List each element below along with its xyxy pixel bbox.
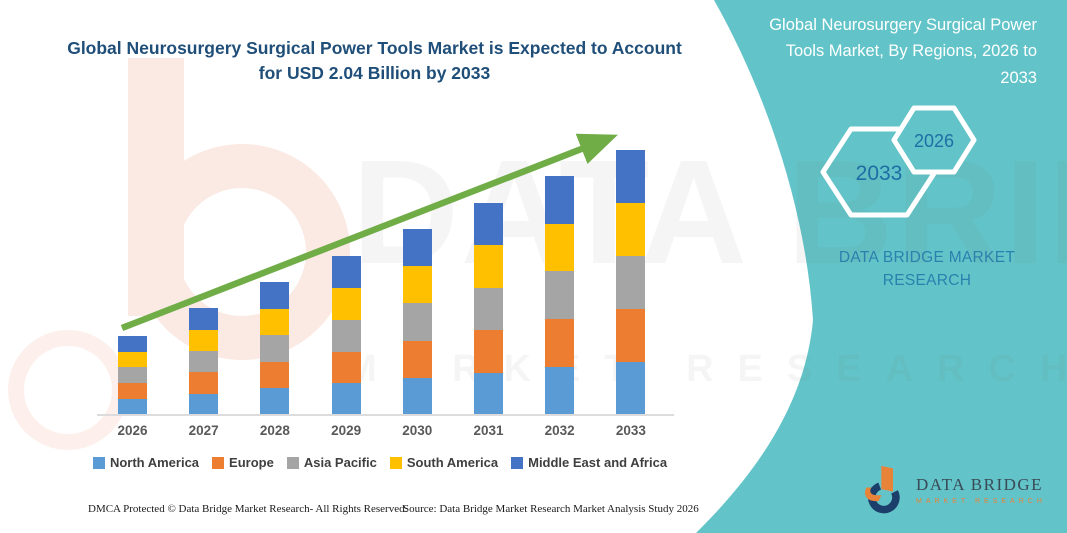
- legend-label: North America: [109, 455, 200, 470]
- legend-label: Middle East and Africa: [528, 455, 668, 470]
- segment-north-america: [189, 393, 219, 415]
- footer-dmca-text: DMCA Protected © Data Bridge Market Rese…: [88, 503, 408, 515]
- x-axis-label-2031: 2031: [473, 423, 504, 438]
- hexagon-2033-label: 2033: [856, 162, 903, 185]
- segment-europe: [331, 351, 361, 384]
- legend-item-europe: Europe: [212, 455, 274, 470]
- segment-asia-pacific: [331, 319, 361, 352]
- hexagon-year-badges: 2033 2026: [820, 105, 977, 218]
- segment-south-america: [545, 223, 575, 272]
- segment-north-america: [331, 383, 361, 415]
- logo-b-watermark: [8, 58, 350, 450]
- bar-2026: [118, 335, 147, 415]
- segment-asia-pacific: [474, 287, 503, 331]
- bar-2031: [474, 203, 503, 415]
- x-axis-label-2029: 2029: [331, 423, 362, 438]
- logo-tagline-text: MARKET RESEARCH: [916, 498, 1046, 505]
- bar-2027: [189, 308, 219, 415]
- x-axis-label-2028: 2028: [259, 423, 290, 438]
- side-panel-title: Global Neurosurgery Surgical Power Tools…: [769, 16, 1037, 87]
- segment-north-america: [545, 367, 575, 415]
- segment-europe: [189, 372, 219, 394]
- legend-item-middle-east-and-africa: Middle East and Africa: [511, 455, 667, 470]
- x-axis-label-2030: 2030: [402, 423, 433, 438]
- segment-asia-pacific: [616, 255, 646, 309]
- databridge-logo: DATA BRIDGE MARKET RESEARCH: [858, 464, 1046, 516]
- segment-north-america: [260, 388, 290, 415]
- segment-south-america: [331, 288, 361, 320]
- legend-swatch-icon: [286, 456, 299, 469]
- bar-2028: [260, 282, 290, 415]
- segment-europe: [402, 340, 432, 378]
- segment-europe: [474, 330, 503, 373]
- bar-2033: [616, 149, 646, 415]
- segment-europe: [545, 319, 575, 368]
- segment-south-america: [189, 329, 219, 352]
- legend-item-south-america: South America: [389, 455, 499, 470]
- segment-middle-east-and-africa: [545, 175, 575, 224]
- legend-swatch-icon: [511, 456, 524, 469]
- legend-swatch-icon: [92, 456, 105, 469]
- segment-south-america: [402, 266, 432, 304]
- segment-middle-east-and-africa: [474, 203, 503, 246]
- bar-2030: [402, 229, 432, 415]
- segment-middle-east-and-africa: [189, 308, 219, 330]
- chart-legend: North America Europe Asia Pacific South Ame…: [80, 455, 680, 470]
- segment-asia-pacific: [402, 303, 432, 341]
- segment-europe: [118, 383, 147, 400]
- x-axis-label-2027: 2027: [188, 423, 219, 438]
- legend-label: Asia Pacific: [303, 455, 377, 470]
- segment-middle-east-and-africa: [402, 229, 432, 267]
- x-axis-label-2026: 2026: [117, 423, 148, 438]
- segment-middle-east-and-africa: [118, 335, 147, 352]
- x-axis-label-2033: 2033: [615, 423, 646, 438]
- segment-asia-pacific: [545, 271, 575, 320]
- chart-title: Global Neurosurgery Surgical Power Tools…: [67, 38, 682, 84]
- bar-2032: [545, 175, 575, 415]
- legend-label: Europe: [229, 455, 274, 470]
- segment-north-america: [118, 399, 147, 415]
- segment-asia-pacific: [189, 351, 219, 373]
- legend-label: South America: [406, 455, 499, 470]
- segment-south-america: [616, 202, 646, 256]
- segment-north-america: [474, 372, 503, 415]
- bar-2029: [331, 256, 361, 415]
- segment-south-america: [474, 245, 503, 288]
- legend-swatch-icon: [389, 456, 402, 469]
- footer-source-text: Source: Data Bridge Market Research Mark…: [403, 503, 699, 515]
- x-axis-line: [97, 414, 674, 416]
- segment-north-america: [402, 377, 432, 415]
- segment-asia-pacific: [260, 335, 290, 362]
- segment-north-america: [616, 361, 646, 415]
- segment-south-america: [118, 351, 147, 368]
- hexagon-2026: [891, 105, 977, 175]
- legend-item-asia-pacific: Asia Pacific: [286, 455, 377, 470]
- segment-middle-east-and-africa: [331, 256, 361, 289]
- segment-south-america: [260, 308, 290, 336]
- databridge-logo-icon: [864, 465, 900, 514]
- side-panel-brand-text: DATA BRIDGE MARKET RESEARCH: [838, 249, 1016, 290]
- legend-item-north-america: North America: [92, 455, 200, 470]
- logo-name-text: DATA BRIDGE: [916, 475, 1044, 494]
- segment-middle-east-and-africa: [616, 149, 646, 203]
- segment-asia-pacific: [118, 367, 147, 384]
- segment-europe: [616, 308, 646, 362]
- segment-middle-east-and-africa: [260, 282, 290, 309]
- segment-europe: [260, 361, 290, 389]
- hexagon-2026-label: 2026: [914, 131, 954, 151]
- legend-swatch-icon: [212, 456, 225, 469]
- x-axis-label-2032: 2032: [544, 423, 575, 438]
